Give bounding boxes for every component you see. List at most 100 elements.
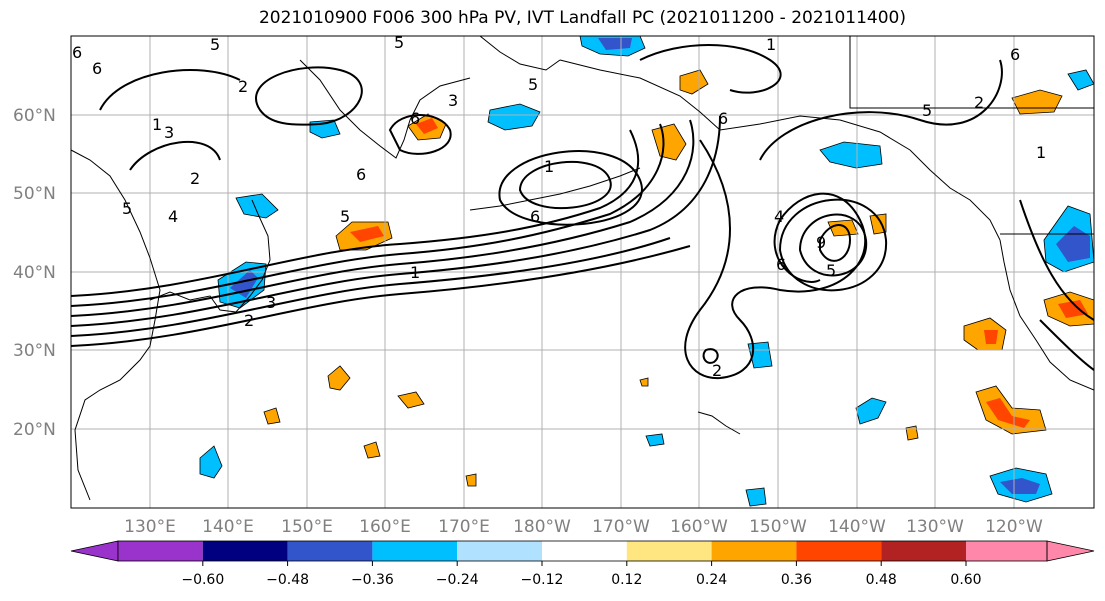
ivt-negative-core	[230, 270, 258, 298]
ivt-negative-patch	[235, 193, 279, 219]
colorbar-segment	[118, 541, 203, 561]
lat-label: 40°N	[13, 263, 56, 283]
pv-contour	[1039, 319, 1094, 371]
contour-label: 6	[530, 207, 540, 226]
contour-label: 3	[266, 293, 276, 312]
lon-label: 160°E	[359, 517, 411, 537]
contour-label: 5	[826, 261, 836, 280]
pv-contour	[388, 114, 452, 155]
asia-coast	[71, 149, 161, 501]
colorbar-segment	[542, 541, 627, 561]
ivt-negative-patch	[1067, 69, 1094, 91]
north-america-coast	[999, 239, 1094, 391]
contour-label: 2	[190, 169, 200, 188]
pv-contour	[759, 59, 1003, 161]
ivt-positive-core	[1058, 300, 1088, 318]
colorbar-segment	[796, 541, 882, 561]
kamchatka-coast	[299, 59, 471, 159]
contour-label: 5	[122, 199, 132, 218]
contour-label: 1	[152, 115, 162, 134]
contour-label: 6	[92, 59, 102, 78]
ivt-negative-patch	[819, 141, 883, 169]
contour-label: 4	[774, 207, 784, 226]
pv-contour	[518, 160, 612, 210]
colorbar-segment	[457, 541, 542, 561]
ivt-positive-patch	[651, 123, 687, 161]
ivt-negative-patch	[745, 487, 767, 507]
hawaii-islands	[697, 411, 741, 435]
ivt-negative-patch	[855, 397, 887, 425]
contour-label: 6	[356, 165, 366, 184]
contour-label: 2	[238, 77, 248, 96]
colorbar-segment	[287, 541, 373, 561]
pv-contour	[99, 69, 241, 171]
colorbar-tick-label: −0.12	[521, 572, 564, 588]
colorbar-tick-label: −0.24	[436, 572, 479, 588]
colorbar-tick-label: 0.60	[950, 572, 981, 588]
contour-label: 6	[72, 43, 82, 62]
ivt-positive-patch	[327, 365, 351, 391]
pv-contour-labels: 6 5 6 2 3 5 3 6 4 1 2 1 6 5 6 5 5 1 3 2 …	[72, 33, 1046, 380]
longitude-labels: 130°E 140°E 150°E 160°E 170°E 180°W 170°…	[124, 517, 1043, 537]
ivt-positive-core	[416, 118, 438, 134]
pv-contour	[71, 119, 695, 317]
ivt-positive-core	[986, 398, 1030, 428]
ivt-positive-patch	[639, 377, 649, 387]
lon-label: 120°W	[985, 517, 1043, 537]
ivt-positive-patch	[869, 213, 887, 235]
ivt-positive-patch	[363, 441, 381, 459]
colorbar-tick-label: −0.36	[351, 572, 394, 588]
contour-label: 1	[766, 35, 776, 54]
contour-label: 2	[712, 361, 722, 380]
contour-label: 4	[168, 207, 178, 226]
contour-label: 2	[974, 93, 984, 112]
lat-label: 30°N	[13, 341, 56, 361]
map-panel: 6 5 6 2 3 5 3 6 4 1 2 1 6 5 6 5 5 1 3 2 …	[71, 33, 1094, 508]
colorbar-tick-label: −0.60	[181, 572, 224, 588]
pv-contour	[71, 115, 721, 327]
pv-contour	[639, 44, 782, 94]
colorbar-extend-high	[1046, 540, 1095, 562]
map-frame	[70, 35, 1095, 509]
contour-label: 5	[922, 101, 932, 120]
pv-contour	[498, 150, 643, 226]
colorbar-tick-label: 0.12	[611, 572, 642, 588]
pv-contour	[71, 237, 671, 337]
contour-label: 1	[410, 263, 420, 282]
colorbar-segment	[711, 541, 797, 561]
colorbar-segment	[372, 541, 458, 561]
korea-japan-coast	[149, 199, 271, 313]
lat-label: 60°N	[13, 106, 56, 126]
ivt-positive-patch	[465, 473, 477, 487]
coastlines	[71, 36, 1094, 501]
contour-label: 6	[1010, 45, 1020, 64]
ivt-negative-core	[1000, 478, 1040, 494]
contour-label: 5	[340, 207, 350, 226]
pv-contour	[819, 224, 852, 262]
contour-label: 1	[544, 157, 554, 176]
ivt-positive-core	[350, 226, 384, 242]
contour-label: 3	[448, 91, 458, 110]
ivt-negative-core	[598, 38, 632, 50]
canada-border	[849, 36, 1094, 235]
map-title: 2021010900 F006 300 hPa PV, IVT Landfall…	[258, 8, 906, 28]
ivt-shading	[199, 36, 1094, 507]
ivt-positive-patch	[263, 407, 281, 425]
pv-contour	[778, 198, 888, 292]
pv-contour	[255, 66, 363, 126]
contour-label: 5	[394, 33, 404, 52]
aleutian-chain	[469, 167, 641, 211]
lon-label: 140°W	[828, 517, 886, 537]
colorbar-segment	[202, 541, 288, 561]
pv-contour	[71, 123, 665, 307]
ivt-positive-core	[984, 330, 998, 344]
contour-label: 1	[1036, 143, 1046, 162]
contour-label: 6	[410, 109, 420, 128]
ivt-negative-patch	[487, 103, 541, 131]
latitude-labels: 60°N 50°N 40°N 30°N 20°N	[13, 106, 56, 440]
colorbar: −0.60 −0.48 −0.36 −0.24 −0.12 0.12 0.24 …	[70, 540, 1095, 588]
colorbar-segment	[966, 541, 1047, 561]
ivt-positive-patch	[679, 69, 709, 95]
pv-contour	[1019, 199, 1094, 321]
